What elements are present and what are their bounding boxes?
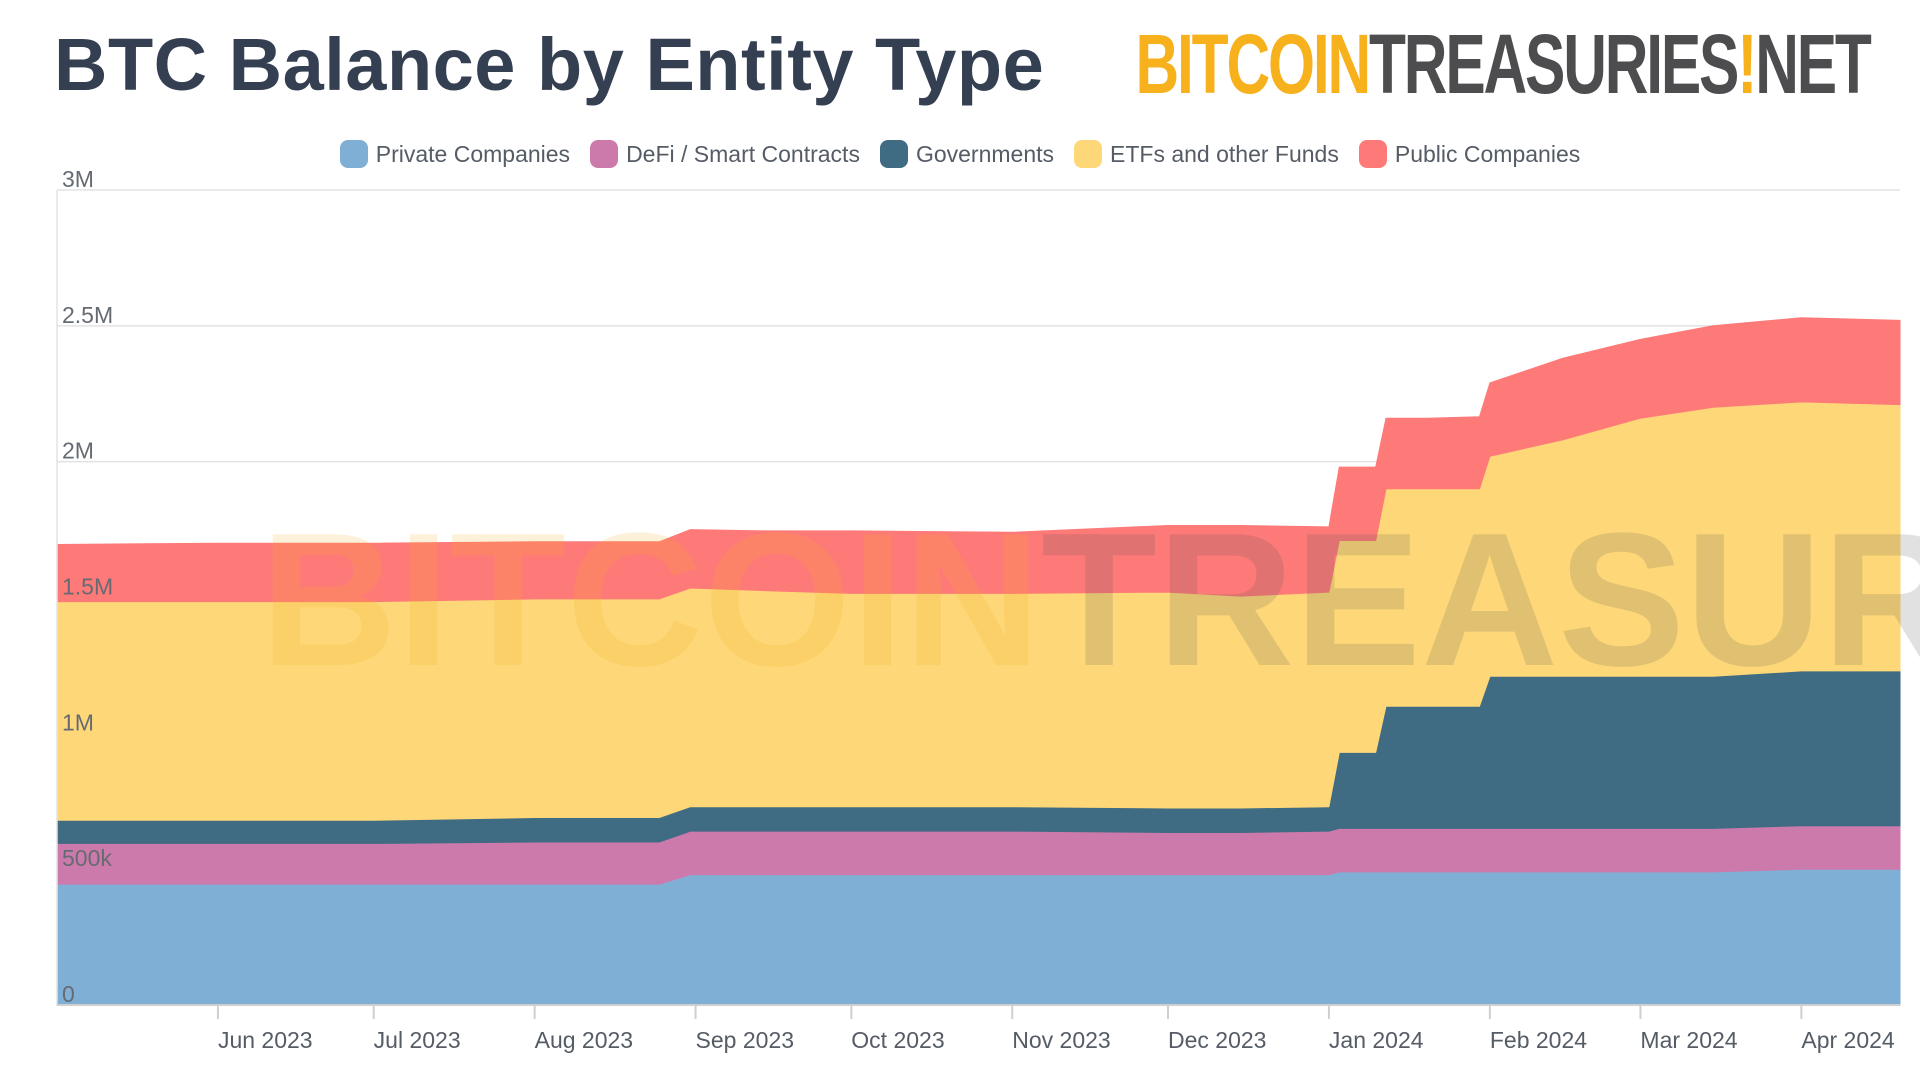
x-tick-label: Nov 2023 xyxy=(1012,1027,1110,1053)
legend-item-private-companies[interactable]: Private Companies xyxy=(339,140,571,168)
logo-part-2: TREASURIES xyxy=(1369,17,1739,111)
y-tick-label: 2M xyxy=(62,438,94,464)
legend-swatch xyxy=(1074,140,1103,168)
x-tick-label: Feb 2024 xyxy=(1490,1027,1587,1053)
legend-label: ETFs and other Funds xyxy=(1110,140,1339,167)
legend-item-defi-smart-contracts[interactable]: DeFi / Smart Contracts xyxy=(590,140,860,168)
x-tick-label: Dec 2023 xyxy=(1168,1027,1266,1053)
logo-part-1: BITCOIN xyxy=(1135,17,1372,111)
legend-item-public-companies[interactable]: Public Companies xyxy=(1358,140,1581,168)
y-tick-label: 500k xyxy=(62,845,112,871)
legend-swatch xyxy=(879,140,908,168)
series-area-private-companies[interactable] xyxy=(56,868,1901,1006)
axis-layer: 0 500k 1M 1.5M 2M 2.5M 3M Jun 2023 Jul 2023 Aug 2… xyxy=(56,166,1900,1053)
legend-label: Governments xyxy=(915,140,1055,167)
legend-item-governments[interactable]: Governments xyxy=(879,140,1055,168)
y-tick-label: 1.5M xyxy=(62,574,113,600)
x-tick-label: Jan 2024 xyxy=(1329,1027,1424,1053)
legend-swatch xyxy=(339,140,368,168)
x-tick-label: Aug 2023 xyxy=(535,1027,633,1053)
legend-label: Public Companies xyxy=(1394,140,1581,167)
y-tick-label: 1M xyxy=(62,709,94,735)
watermark-logo: BITCOINTREASURIES!NET xyxy=(260,494,1920,706)
logo-part-3: NET xyxy=(1755,17,1873,111)
area-layer xyxy=(56,317,1901,1006)
legend-label: Private Companies xyxy=(375,140,571,167)
x-tick-label: Oct 2023 xyxy=(851,1027,944,1053)
y-tick-label: 0 xyxy=(62,981,75,1007)
x-tick-label: Sep 2023 xyxy=(696,1027,794,1053)
legend-swatch xyxy=(1358,140,1387,168)
logo-mark: ! xyxy=(1737,17,1758,111)
legend-item-etfs-and-other-funds[interactable]: ETFs and other Funds xyxy=(1074,140,1339,168)
series-area-public-companies[interactable] xyxy=(56,317,1901,603)
x-tick-label: Mar 2024 xyxy=(1640,1027,1737,1053)
brand-logo[interactable]: BITCOINTREASURIES!NET xyxy=(1136,22,1872,106)
x-tick-label: Jul 2023 xyxy=(374,1027,461,1053)
y-tick-label: 3M xyxy=(62,166,94,192)
chart-title: BTC Balance by Entity Type xyxy=(54,23,1045,106)
x-tick-label: Apr 2024 xyxy=(1801,1027,1895,1053)
legend-label: DeFi / Smart Contracts xyxy=(626,140,860,167)
legend: Private Companies DeFi / Smart Contracts G… xyxy=(0,140,1920,168)
y-tick-label: 2.5M xyxy=(62,302,113,328)
legend-swatch xyxy=(590,140,619,168)
x-tick-label: Jun 2023 xyxy=(218,1027,313,1053)
